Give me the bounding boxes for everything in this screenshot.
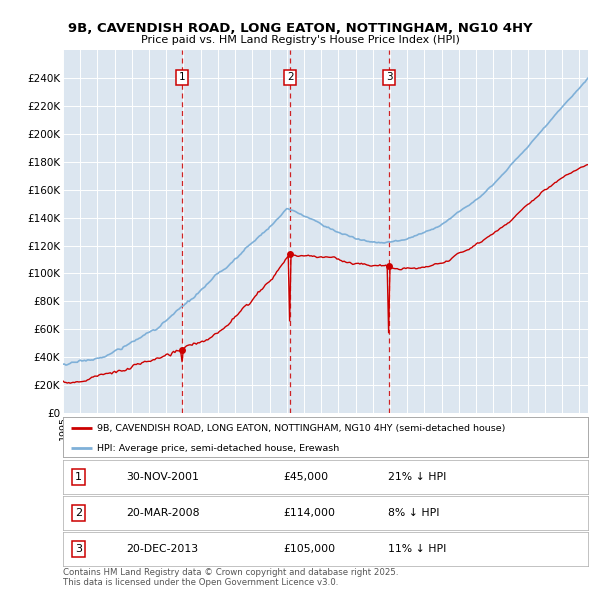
Text: HPI: Average price, semi-detached house, Erewash: HPI: Average price, semi-detached house,…: [97, 444, 340, 453]
Text: Contains HM Land Registry data © Crown copyright and database right 2025.
This d: Contains HM Land Registry data © Crown c…: [63, 568, 398, 587]
Text: 1: 1: [179, 73, 185, 83]
Text: 30-NOV-2001: 30-NOV-2001: [126, 472, 199, 481]
Text: 11% ↓ HPI: 11% ↓ HPI: [389, 544, 447, 553]
Text: £114,000: £114,000: [284, 508, 335, 517]
Text: 21% ↓ HPI: 21% ↓ HPI: [389, 472, 447, 481]
Text: £105,000: £105,000: [284, 544, 335, 553]
Text: 3: 3: [386, 73, 392, 83]
Text: 2: 2: [287, 73, 293, 83]
Text: 9B, CAVENDISH ROAD, LONG EATON, NOTTINGHAM, NG10 4HY: 9B, CAVENDISH ROAD, LONG EATON, NOTTINGH…: [68, 22, 532, 35]
Text: £45,000: £45,000: [284, 472, 329, 481]
Text: Price paid vs. HM Land Registry's House Price Index (HPI): Price paid vs. HM Land Registry's House …: [140, 35, 460, 44]
Text: 8% ↓ HPI: 8% ↓ HPI: [389, 508, 440, 517]
Text: 2: 2: [75, 508, 82, 517]
Text: 3: 3: [75, 544, 82, 553]
Text: 1: 1: [75, 472, 82, 481]
Text: 9B, CAVENDISH ROAD, LONG EATON, NOTTINGHAM, NG10 4HY (semi-detached house): 9B, CAVENDISH ROAD, LONG EATON, NOTTINGH…: [97, 424, 505, 433]
Text: 20-DEC-2013: 20-DEC-2013: [126, 544, 198, 553]
Text: 20-MAR-2008: 20-MAR-2008: [126, 508, 199, 517]
